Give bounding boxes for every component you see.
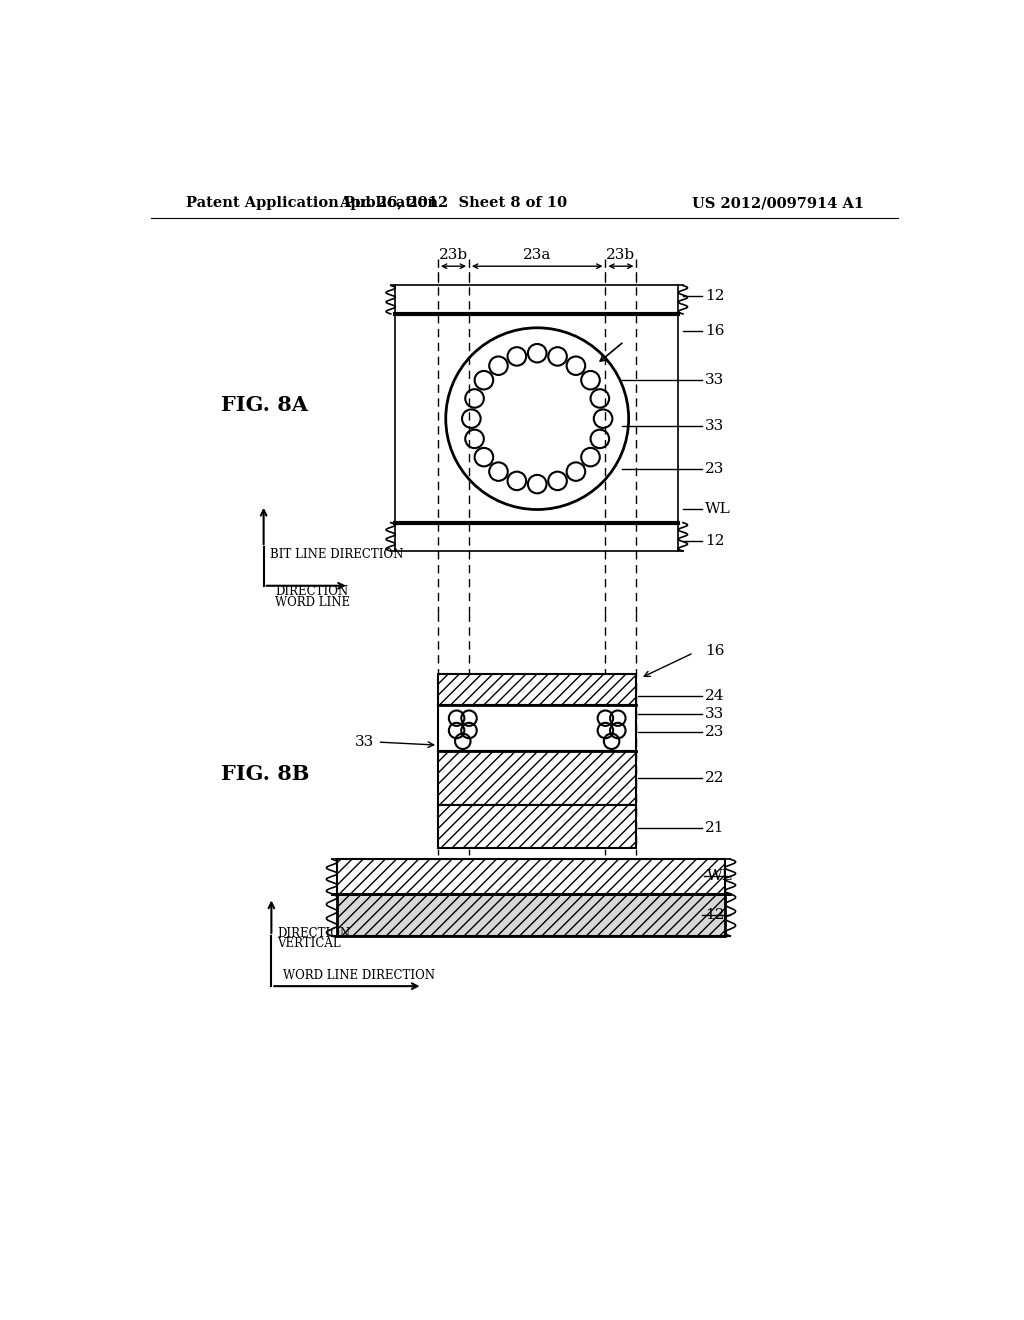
Text: WORD LINE: WORD LINE [275,597,350,610]
Text: 23: 23 [706,462,725,475]
Text: 21: 21 [706,821,725,836]
Text: 23a: 23a [523,248,551,263]
Text: 24: 24 [706,689,725,702]
Text: 33: 33 [706,420,725,433]
Text: 23b: 23b [606,248,636,263]
Text: BIT LINE DIRECTION: BIT LINE DIRECTION [270,548,403,561]
Text: VERTICAL: VERTICAL [278,937,341,950]
Bar [438,705,636,751]
Text: WORD LINE DIRECTION: WORD LINE DIRECTION [283,969,435,982]
Text: DIRECTION: DIRECTION [278,927,350,940]
Text: 22: 22 [706,771,725,785]
Text: US 2012/0097914 A1: US 2012/0097914 A1 [692,197,864,210]
Text: FIG. 8A: FIG. 8A [221,395,308,414]
Bar [337,894,725,936]
Text: Patent Application Publication: Patent Application Publication [186,197,438,210]
Text: Apr. 26, 2012  Sheet 8 of 10: Apr. 26, 2012 Sheet 8 of 10 [339,197,567,210]
Text: 33: 33 [355,735,375,748]
Text: 23b: 23b [439,248,468,263]
Text: 16: 16 [706,323,725,338]
Text: DIRECTION: DIRECTION [275,585,348,598]
Text: 23: 23 [706,725,725,739]
Text: 12: 12 [706,289,725,302]
Bar [438,751,636,805]
Text: 33: 33 [706,708,725,721]
Bar [337,859,725,894]
Text: 33: 33 [706,374,725,387]
Text: 16: 16 [706,644,725,659]
Text: WL: WL [706,502,731,516]
Text: 12: 12 [706,533,725,548]
Bar [438,805,636,847]
Text: WL: WL [707,870,733,883]
Text: 12: 12 [706,908,725,921]
Text: FIG. 8B: FIG. 8B [221,764,309,784]
Bar [438,675,636,705]
